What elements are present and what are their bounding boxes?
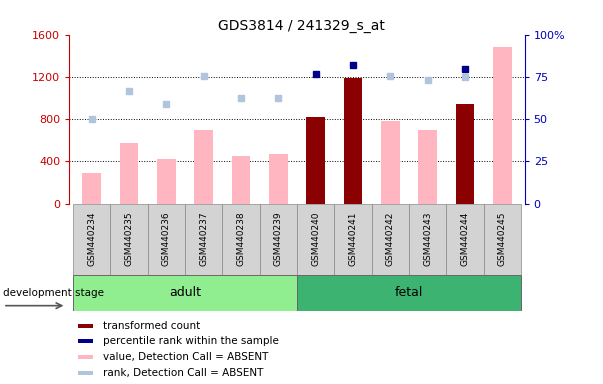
Bar <box>78 355 93 359</box>
Text: GSM440240: GSM440240 <box>311 212 320 266</box>
Text: fetal: fetal <box>395 286 423 299</box>
Bar <box>120 143 138 204</box>
Text: development stage: development stage <box>3 288 104 298</box>
FancyBboxPatch shape <box>371 204 409 275</box>
FancyBboxPatch shape <box>148 204 185 275</box>
FancyBboxPatch shape <box>484 204 521 275</box>
Bar <box>418 130 437 204</box>
Text: value, Detection Call = ABSENT: value, Detection Call = ABSENT <box>103 352 268 362</box>
Bar <box>78 324 93 328</box>
Bar <box>493 47 511 204</box>
FancyBboxPatch shape <box>73 275 297 311</box>
Bar <box>232 156 250 204</box>
Bar <box>306 117 325 204</box>
Text: percentile rank within the sample: percentile rank within the sample <box>103 336 279 346</box>
Bar <box>381 121 400 204</box>
Text: GSM440245: GSM440245 <box>497 212 507 266</box>
FancyBboxPatch shape <box>260 204 297 275</box>
Bar <box>83 173 101 204</box>
Bar <box>456 104 474 204</box>
Text: GSM440244: GSM440244 <box>461 212 469 266</box>
FancyBboxPatch shape <box>409 204 446 275</box>
Bar <box>194 130 213 204</box>
Bar <box>269 154 288 204</box>
Text: adult: adult <box>169 286 201 299</box>
FancyBboxPatch shape <box>185 204 223 275</box>
Bar <box>157 159 175 204</box>
Text: GSM440243: GSM440243 <box>423 212 432 266</box>
Text: GSM440241: GSM440241 <box>349 212 358 266</box>
FancyBboxPatch shape <box>297 275 521 311</box>
Text: GSM440236: GSM440236 <box>162 212 171 266</box>
Text: GDS3814 / 241329_s_at: GDS3814 / 241329_s_at <box>218 19 385 33</box>
Text: GSM440237: GSM440237 <box>199 212 208 266</box>
FancyBboxPatch shape <box>73 204 110 275</box>
FancyBboxPatch shape <box>110 204 148 275</box>
FancyBboxPatch shape <box>334 204 371 275</box>
Text: GSM440234: GSM440234 <box>87 212 96 266</box>
Bar <box>78 339 93 343</box>
Text: GSM440239: GSM440239 <box>274 212 283 266</box>
Text: rank, Detection Call = ABSENT: rank, Detection Call = ABSENT <box>103 367 263 377</box>
Text: transformed count: transformed count <box>103 321 200 331</box>
FancyBboxPatch shape <box>446 204 484 275</box>
Text: GSM440238: GSM440238 <box>236 212 245 266</box>
FancyBboxPatch shape <box>297 204 334 275</box>
Text: GSM440242: GSM440242 <box>386 212 395 266</box>
FancyBboxPatch shape <box>223 204 260 275</box>
Bar <box>344 78 362 204</box>
Text: GSM440235: GSM440235 <box>125 212 133 266</box>
Bar <box>78 371 93 374</box>
